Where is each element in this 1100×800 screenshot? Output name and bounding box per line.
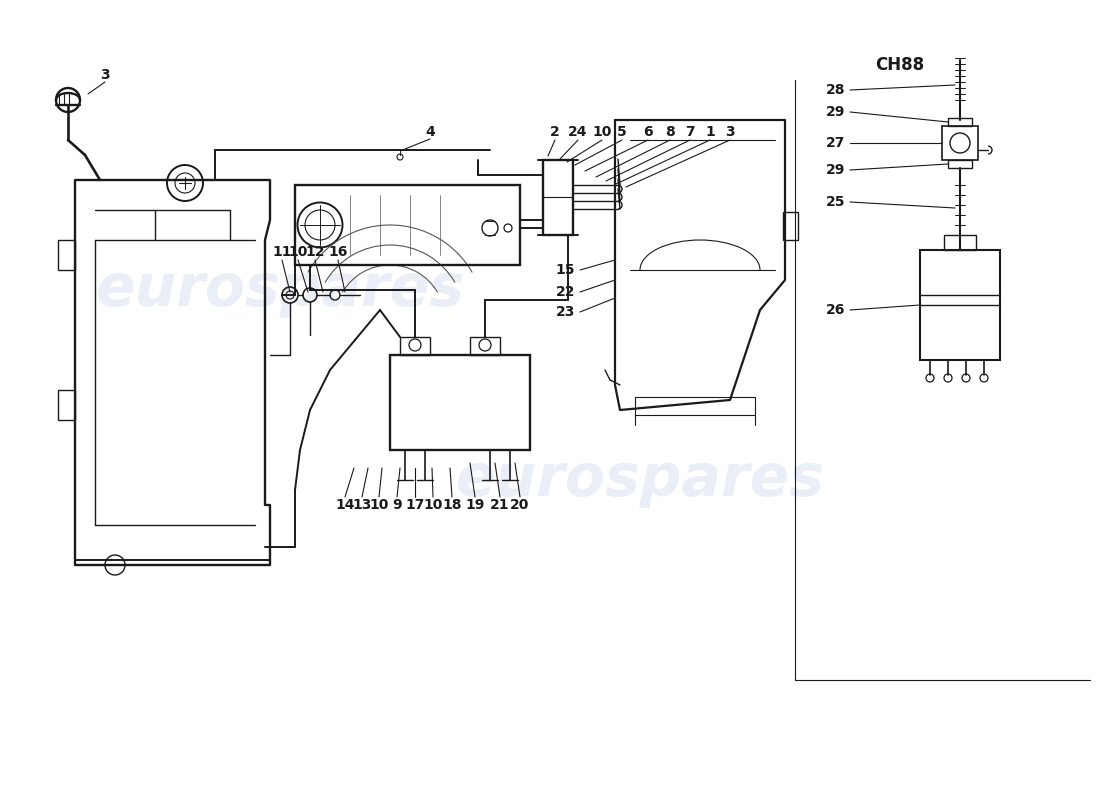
Text: 3: 3 [100,68,110,82]
Text: 29: 29 [826,105,845,119]
Text: 1: 1 [705,125,715,139]
Text: 20: 20 [510,498,530,512]
Text: 10: 10 [424,498,442,512]
Text: 14: 14 [336,498,354,512]
Text: 10: 10 [288,245,308,259]
Text: 10: 10 [592,125,612,139]
Bar [920,250,1000,360]
Bar [543,160,573,235]
Bar [783,212,798,240]
Bar [942,126,978,160]
Text: 22: 22 [556,285,575,299]
Bar [58,390,75,420]
Bar [58,240,75,270]
Text: 7: 7 [685,125,695,139]
Text: 26: 26 [826,303,845,317]
Text: 25: 25 [825,195,845,209]
Text: 27: 27 [826,136,845,150]
Text: 3: 3 [725,125,735,139]
Bar [400,337,430,355]
Text: 18: 18 [442,498,462,512]
Text: 11: 11 [273,245,292,259]
Text: 2: 2 [550,125,560,139]
Bar [470,337,500,355]
Text: 24: 24 [569,125,587,139]
Text: 5: 5 [617,125,627,139]
Text: 9: 9 [393,498,402,512]
Bar [948,160,972,168]
Bar [295,185,520,265]
Text: 29: 29 [826,163,845,177]
Text: CH88: CH88 [876,56,925,74]
Text: 8: 8 [666,125,675,139]
Text: eurospares: eurospares [96,262,464,318]
Text: 15: 15 [556,263,575,277]
Text: 6: 6 [644,125,652,139]
Text: eurospares: eurospares [455,451,825,509]
Text: 16: 16 [328,245,348,259]
Text: 19: 19 [465,498,485,512]
Text: 10: 10 [370,498,388,512]
Bar [948,118,972,126]
Bar [635,397,755,415]
Text: 4: 4 [425,125,435,139]
Text: 17: 17 [405,498,425,512]
Bar [390,355,530,450]
Text: 23: 23 [556,305,575,319]
Text: 12: 12 [306,245,324,259]
Bar [944,235,976,250]
Text: 21: 21 [491,498,509,512]
Text: 13: 13 [352,498,372,512]
Text: 28: 28 [825,83,845,97]
